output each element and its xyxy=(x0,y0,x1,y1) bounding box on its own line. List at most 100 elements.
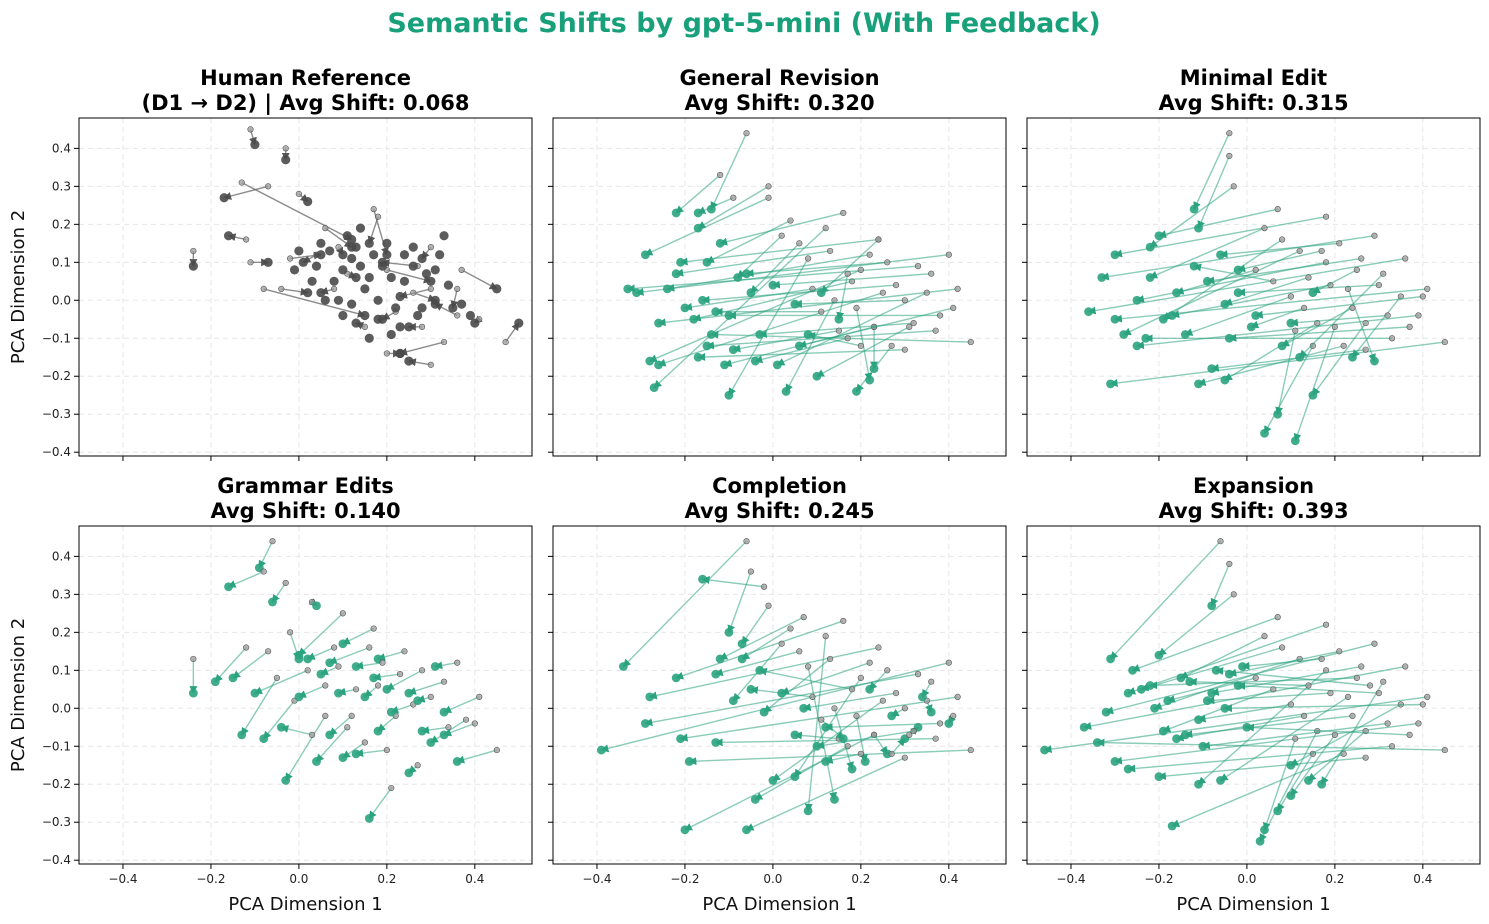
d1-point xyxy=(295,190,303,198)
d2-point xyxy=(693,223,703,233)
d1-point xyxy=(730,194,737,201)
shift-arrow xyxy=(820,239,879,294)
d2-point xyxy=(1216,250,1225,260)
d2-point xyxy=(750,795,760,804)
d1-point xyxy=(370,625,377,632)
d2-point xyxy=(1260,428,1269,438)
d2-point xyxy=(1097,273,1107,282)
shift-arrow xyxy=(1347,288,1376,362)
d1-point xyxy=(857,750,864,757)
d2-point xyxy=(391,303,401,313)
d1-point xyxy=(265,648,272,655)
y-tick-label: −0.3 xyxy=(42,407,71,421)
shift-arrow xyxy=(763,658,831,713)
shift-arrow xyxy=(1237,250,1322,273)
x-tick-label: 0.0 xyxy=(1237,872,1256,886)
shift-arrow xyxy=(1321,681,1384,786)
d2-point xyxy=(386,272,396,283)
d1-point xyxy=(901,754,908,761)
d1-point xyxy=(866,251,873,258)
shift-arrow xyxy=(719,212,844,246)
d1-point xyxy=(844,335,851,342)
d1-point xyxy=(1278,236,1286,243)
d1-point xyxy=(879,697,886,704)
d2-point xyxy=(715,654,725,664)
d2-point xyxy=(188,688,198,698)
d1-point xyxy=(826,247,834,255)
d1-point xyxy=(765,602,772,609)
d2-point xyxy=(812,741,822,751)
d2-point xyxy=(351,318,361,328)
shift-arrow xyxy=(727,571,752,634)
d1-point xyxy=(1353,674,1360,682)
d1-point xyxy=(1270,278,1277,285)
shift-arrow xyxy=(254,669,308,694)
y-tick-label: 0.4 xyxy=(52,141,71,155)
d1-point xyxy=(366,644,373,651)
d1-point xyxy=(454,285,461,292)
panel-title-line1: Expansion xyxy=(1193,474,1314,498)
d1-point xyxy=(322,712,329,719)
d2-point xyxy=(470,318,480,328)
d1-point xyxy=(1331,323,1338,330)
d1-point xyxy=(243,644,250,651)
d1-point xyxy=(1344,693,1352,700)
d2-point xyxy=(1180,330,1190,339)
shift-arrow xyxy=(258,540,274,569)
d2-point xyxy=(316,238,326,248)
x-tick-label: −0.4 xyxy=(582,872,611,886)
d2-point xyxy=(790,730,800,740)
d1-point xyxy=(1322,621,1330,628)
d2-point xyxy=(1348,352,1357,362)
d1-point xyxy=(717,171,724,179)
d2-point xyxy=(1101,707,1111,717)
shift-arrow xyxy=(227,570,264,588)
shift-arrow xyxy=(355,749,387,757)
shift-arrow xyxy=(355,661,383,670)
d1-point xyxy=(1230,183,1237,190)
y-tick-label: 0.1 xyxy=(52,663,71,677)
shift-arrow xyxy=(1263,345,1314,435)
figure-title: Semantic Shifts by gpt-5-mini (With Feed… xyxy=(387,8,1100,39)
d1-point xyxy=(1415,720,1422,727)
d1-point xyxy=(888,750,895,757)
shift-arrow xyxy=(807,332,862,347)
d2-point xyxy=(237,730,247,740)
d2-point xyxy=(325,730,335,740)
shift-arrow xyxy=(324,227,353,248)
d1-point xyxy=(1371,640,1378,647)
d2-point xyxy=(759,707,769,717)
d1-point xyxy=(427,244,434,251)
d1-point xyxy=(822,225,829,232)
shift-arrow xyxy=(1158,593,1235,656)
d2-point xyxy=(338,639,348,649)
d1-point xyxy=(260,568,267,575)
d1-point xyxy=(260,285,267,292)
d2-point xyxy=(711,669,721,679)
d1-point xyxy=(1318,247,1325,255)
d2-point xyxy=(790,772,800,782)
d2-point xyxy=(1202,276,1212,286)
d2-point xyxy=(755,330,765,339)
d1-point xyxy=(308,731,316,738)
d2-point xyxy=(649,383,659,393)
d2-point xyxy=(307,276,317,286)
d2-point xyxy=(281,776,291,785)
d1-point xyxy=(884,667,891,674)
d2-point xyxy=(303,196,313,207)
d2-point xyxy=(1255,836,1265,846)
d2-point xyxy=(676,257,685,267)
d2-point xyxy=(435,250,445,260)
d2-point xyxy=(1207,364,1217,374)
d2-point xyxy=(1189,261,1199,271)
shift-arrow xyxy=(341,627,374,645)
d2-point xyxy=(373,726,383,736)
shift-arrow xyxy=(407,681,445,695)
y-tick-label: 0.0 xyxy=(52,293,71,307)
panel-title-line1: Completion xyxy=(712,474,847,498)
shift-arrow xyxy=(675,620,844,680)
shift-arrow xyxy=(377,650,405,661)
d1-point xyxy=(190,655,197,663)
shift-arrow xyxy=(728,258,809,397)
shift-arrow xyxy=(1237,681,1379,694)
